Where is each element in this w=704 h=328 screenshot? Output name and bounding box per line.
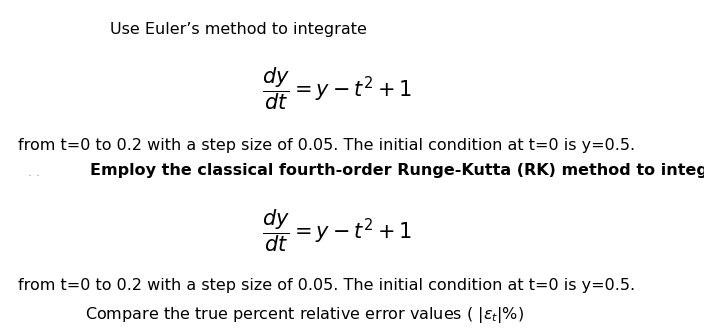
- Text: Use Euler’s method to integrate: Use Euler’s method to integrate: [110, 22, 367, 37]
- Text: Employ the classical fourth-order Runge-Kutta (RK) method to integrate: Employ the classical fourth-order Runge-…: [90, 163, 704, 178]
- Text: · ·: · ·: [28, 170, 40, 183]
- Text: $\dfrac{dy}{dt} = y - t^2 + 1$: $\dfrac{dy}{dt} = y - t^2 + 1$: [262, 207, 413, 254]
- Text: from t=0 to 0.2 with a step size of 0.05. The initial condition at t=0 is y=0.5.: from t=0 to 0.2 with a step size of 0.05…: [18, 138, 635, 153]
- Text: $\dfrac{dy}{dt} = y - t^2 + 1$: $\dfrac{dy}{dt} = y - t^2 + 1$: [262, 65, 413, 112]
- Text: Compare the true percent relative error values ( $|\varepsilon_t|$%): Compare the true percent relative error …: [85, 305, 524, 325]
- Text: from t=0 to 0.2 with a step size of 0.05. The initial condition at t=0 is y=0.5.: from t=0 to 0.2 with a step size of 0.05…: [18, 278, 635, 293]
